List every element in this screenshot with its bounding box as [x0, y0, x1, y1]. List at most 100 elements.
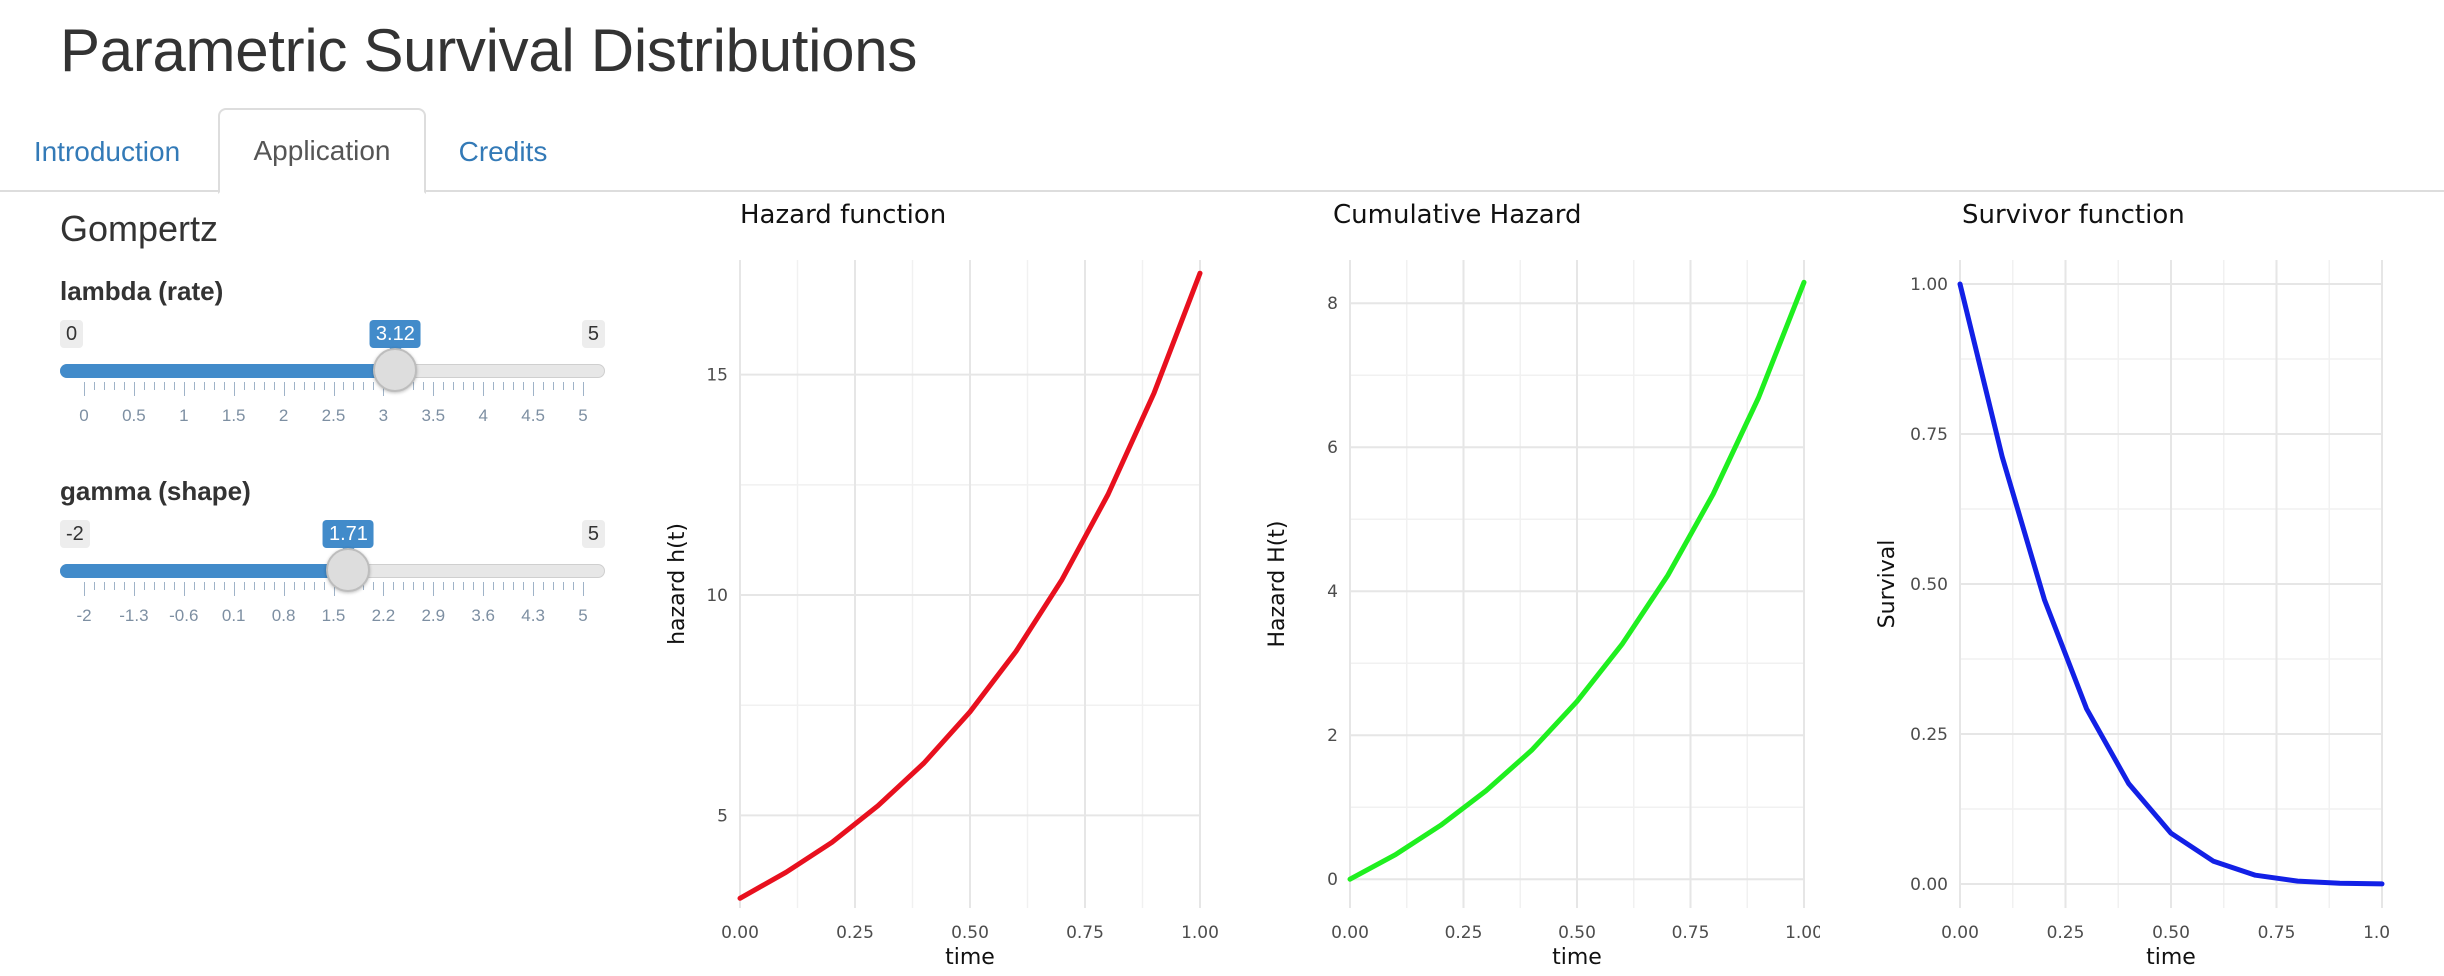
- slider-tick: [553, 582, 555, 590]
- y-tick-label: 2: [1327, 726, 1338, 746]
- slider-tick: [483, 382, 485, 396]
- y-tick-label: 8: [1327, 294, 1338, 314]
- slider-tick-label: 2.5: [321, 406, 346, 425]
- slider-tick: [193, 382, 195, 390]
- slider-tick: [113, 582, 115, 590]
- slider-handle[interactable]: [373, 348, 418, 392]
- x-tick-label: 0.75: [1066, 923, 1104, 943]
- x-axis-label: time: [945, 945, 995, 970]
- slider-handle[interactable]: [326, 548, 371, 592]
- slider-tick: [463, 382, 465, 390]
- slider-tick-label: -0.6: [169, 606, 199, 625]
- slider-tick: [333, 582, 335, 596]
- slider-tick: [173, 582, 175, 590]
- slider-tick: [473, 382, 475, 390]
- x-tick-label: 0.75: [2258, 923, 2296, 943]
- y-tick-label: 15: [706, 366, 728, 386]
- gamma-slider[interactable]: gamma (shape) -2 5 1.71 -2 -1.3 -0.6 0.1 0.8…: [60, 476, 605, 636]
- survivor-chart-title: Survivor function: [1962, 200, 2185, 230]
- x-axis-label: time: [1552, 945, 1602, 970]
- slider-value-label: 3.12: [369, 320, 421, 354]
- x-tick-label: 0.00: [1941, 923, 1979, 943]
- slider-tick-label: 4: [478, 406, 488, 425]
- slider-tick: [183, 382, 185, 396]
- slider-tick-label: 3: [378, 406, 389, 425]
- slider-tick: [483, 582, 485, 596]
- slider-tick-label: 1: [179, 406, 189, 425]
- x-tick-label: 0.25: [2047, 923, 2085, 943]
- slider-tick: [313, 582, 315, 590]
- slider-tick: [523, 582, 525, 590]
- tab-baseline: [0, 190, 2444, 192]
- slider-tick: [393, 582, 395, 590]
- tab-introduction[interactable]: Introduction: [33, 136, 181, 167]
- slider-tick: [233, 382, 235, 396]
- slider-tick: [263, 382, 265, 390]
- slider-tick-label: 1.5: [221, 406, 246, 425]
- x-tick-label: 0.25: [836, 923, 874, 943]
- slider-tick: [453, 382, 455, 390]
- slider-tick: [423, 582, 425, 590]
- y-tick-label: 5: [717, 806, 728, 826]
- slider-tick: [283, 382, 285, 396]
- slider-tick: [453, 582, 455, 590]
- slider-tick: [143, 382, 145, 390]
- slider-tick: [253, 582, 255, 590]
- slider-tick: [563, 382, 565, 390]
- slider-tick: [543, 582, 545, 590]
- y-tick-label: 6: [1327, 438, 1338, 458]
- slider-tick-label: -2: [76, 606, 92, 625]
- slider-ticks: 0 0.5 1 1.5 2 2.5 3 3.5 4 4.5 5: [60, 382, 605, 425]
- slider-tick-label: 4.3: [521, 606, 545, 625]
- slider-tick: [183, 582, 185, 596]
- slider-tick: [543, 382, 545, 390]
- slider-tick: [203, 382, 205, 390]
- slider-tick: [153, 582, 155, 590]
- slider-tick: [163, 582, 165, 590]
- y-tick-label: 10: [706, 586, 728, 606]
- slider-tick: [573, 382, 575, 390]
- lambda-slider[interactable]: lambda (rate) 0 5 3.12 0 0.5 1 1.5 2 2.5 3 3.5 4…: [60, 276, 605, 436]
- slider-tick: [363, 582, 365, 590]
- slider-tick: [273, 382, 275, 390]
- slider-tick: [523, 382, 525, 390]
- slider-min-label: -2: [60, 520, 90, 548]
- slider-tick: [223, 382, 225, 390]
- slider-tick: [233, 582, 235, 596]
- slider-tick: [473, 582, 475, 590]
- slider-max-label: 5: [581, 520, 605, 548]
- slider-tick: [123, 382, 125, 390]
- slider-tick: [263, 582, 265, 590]
- slider-tick: [433, 382, 435, 396]
- slider-fill: [60, 564, 349, 578]
- y-tick-label: 0.25: [1910, 725, 1948, 745]
- slider-tick-label: 0.5: [122, 406, 146, 425]
- slider-tick: [373, 582, 375, 590]
- x-axis-label: time: [2146, 945, 2196, 970]
- y-tick-label: 0.50: [1910, 575, 1948, 595]
- x-tick-label: 0.00: [1331, 923, 1369, 943]
- slider-tick-label: 2: [278, 406, 289, 425]
- slider-max-label: 5: [581, 320, 605, 348]
- slider-tick: [403, 582, 405, 590]
- slider-tick: [163, 382, 165, 390]
- slider-tick: [553, 382, 555, 390]
- slider-tick: [463, 582, 465, 590]
- slider-tick: [303, 382, 305, 390]
- x-tick-label: 0.25: [1445, 923, 1483, 943]
- y-axis-label: Survival: [1875, 540, 1900, 629]
- tab-application[interactable]: Application: [218, 108, 426, 194]
- slider-tick: [113, 382, 115, 390]
- slider-tick: [213, 582, 215, 590]
- slider-tick: [143, 582, 145, 590]
- slider-tick: [533, 382, 535, 396]
- slider-tick-label: 0: [79, 406, 89, 425]
- slider-tick: [223, 582, 225, 590]
- slider-tick: [103, 582, 105, 590]
- tab-credits[interactable]: Credits: [458, 136, 548, 167]
- page-title: Parametric Survival Distributions: [60, 17, 918, 84]
- slider-tick: [293, 382, 295, 390]
- slider-tick: [133, 382, 135, 396]
- x-tick-label: 1.00: [1785, 923, 1820, 943]
- survivor-chart: 0.00 0.25 0.50 0.75 1.00 0.00 0.25 0.50 0.75 1.00…: [1875, 260, 2390, 970]
